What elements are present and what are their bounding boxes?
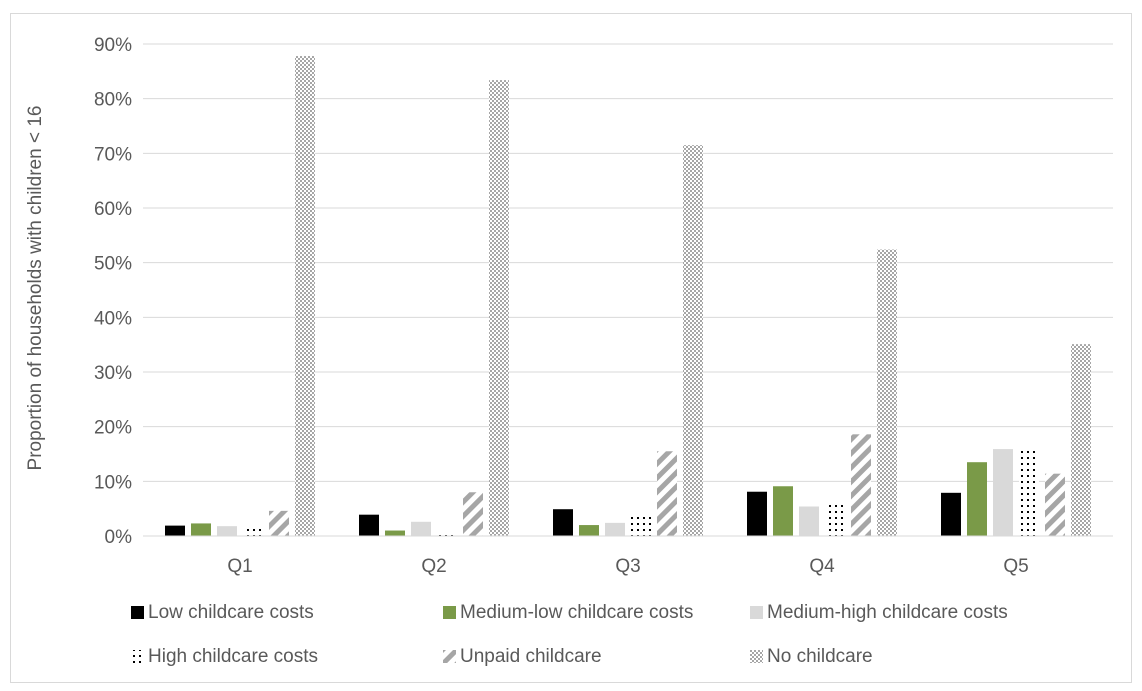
bar-low-childcare-costs-q2 (359, 514, 379, 536)
bar-medium-high-childcare-costs-q5 (993, 449, 1013, 536)
legend-label: Medium-high childcare costs (767, 602, 1008, 623)
legend-label: Unpaid childcare (460, 646, 602, 667)
bar-unpaid-childcare-q5 (1045, 473, 1065, 536)
bar-low-childcare-costs-q3 (553, 509, 573, 536)
bar-no-childcare-q2 (489, 80, 509, 536)
axes: 0% 10% 20% 30% 40% 50% 60% 70% 80% 90% Q1 Q2 Q3 Q4 Q5 (94, 35, 1113, 577)
y-tick-label: 80% (94, 90, 132, 111)
y-tick-label: 90% (94, 35, 132, 56)
bar-no-childcare-q5 (1071, 344, 1091, 536)
legend-swatch (443, 650, 456, 663)
bars (165, 56, 1091, 536)
legend-swatch (750, 650, 763, 663)
y-tick-label: 40% (94, 308, 132, 329)
legend-label: No childcare (767, 646, 873, 667)
legend-swatch (750, 606, 763, 619)
bar-no-childcare-q4 (877, 249, 897, 536)
legend-label: Medium-low childcare costs (460, 602, 693, 623)
legend-swatch (443, 606, 456, 619)
bar-unpaid-childcare-q1 (269, 510, 289, 536)
bar-low-childcare-costs-q1 (165, 525, 185, 536)
legend-swatch (131, 650, 144, 663)
legend-label: High childcare costs (148, 646, 318, 667)
bar-medium-high-childcare-costs-q2 (411, 521, 431, 536)
bar-no-childcare-q1 (295, 56, 315, 536)
chart-frame (10, 13, 1132, 683)
x-tick-label: Q4 (809, 556, 835, 577)
y-tick-label: 60% (94, 199, 132, 220)
bar-medium-high-childcare-costs-q1 (217, 526, 237, 536)
bar-high-childcare-costs-q2 (437, 531, 457, 536)
y-tick-label: 10% (94, 472, 132, 493)
y-tick-label: 30% (94, 363, 132, 384)
legend: Low childcare costs Medium-low childcare … (131, 602, 1008, 667)
bar-medium-low-childcare-costs-q1 (191, 523, 211, 536)
bar-no-childcare-q3 (683, 145, 703, 536)
legend-label: Low childcare costs (148, 602, 314, 623)
bar-high-childcare-costs-q3 (631, 516, 651, 536)
y-axis-title: Proportion of households with children <… (25, 106, 46, 471)
bar-medium-low-childcare-costs-q5 (967, 462, 987, 536)
bar-medium-low-childcare-costs-q3 (579, 525, 599, 536)
x-tick-label: Q5 (1003, 556, 1028, 577)
x-tick-label: Q2 (421, 556, 446, 577)
y-tick-label: 70% (94, 144, 132, 165)
bar-unpaid-childcare-q2 (463, 492, 483, 536)
bar-medium-high-childcare-costs-q3 (605, 522, 625, 536)
bar-high-childcare-costs-q4 (825, 502, 845, 536)
bar-low-childcare-costs-q4 (747, 491, 767, 536)
bar-high-childcare-costs-q5 (1019, 449, 1039, 536)
gridlines (143, 43, 1113, 482)
bar-medium-high-childcare-costs-q4 (799, 506, 819, 536)
x-tick-label: Q3 (615, 556, 640, 577)
bar-unpaid-childcare-q3 (657, 451, 677, 536)
bar-unpaid-childcare-q4 (851, 434, 871, 536)
bar-medium-low-childcare-costs-q2 (385, 530, 405, 536)
bar-high-childcare-costs-q1 (243, 528, 263, 536)
y-tick-label: 20% (94, 418, 132, 439)
x-tick-label: Q1 (227, 556, 252, 577)
bar-low-childcare-costs-q5 (941, 492, 961, 536)
y-tick-label: 0% (105, 527, 133, 548)
bar-medium-low-childcare-costs-q4 (773, 486, 793, 536)
legend-swatch (131, 606, 144, 619)
y-tick-label: 50% (94, 254, 132, 275)
